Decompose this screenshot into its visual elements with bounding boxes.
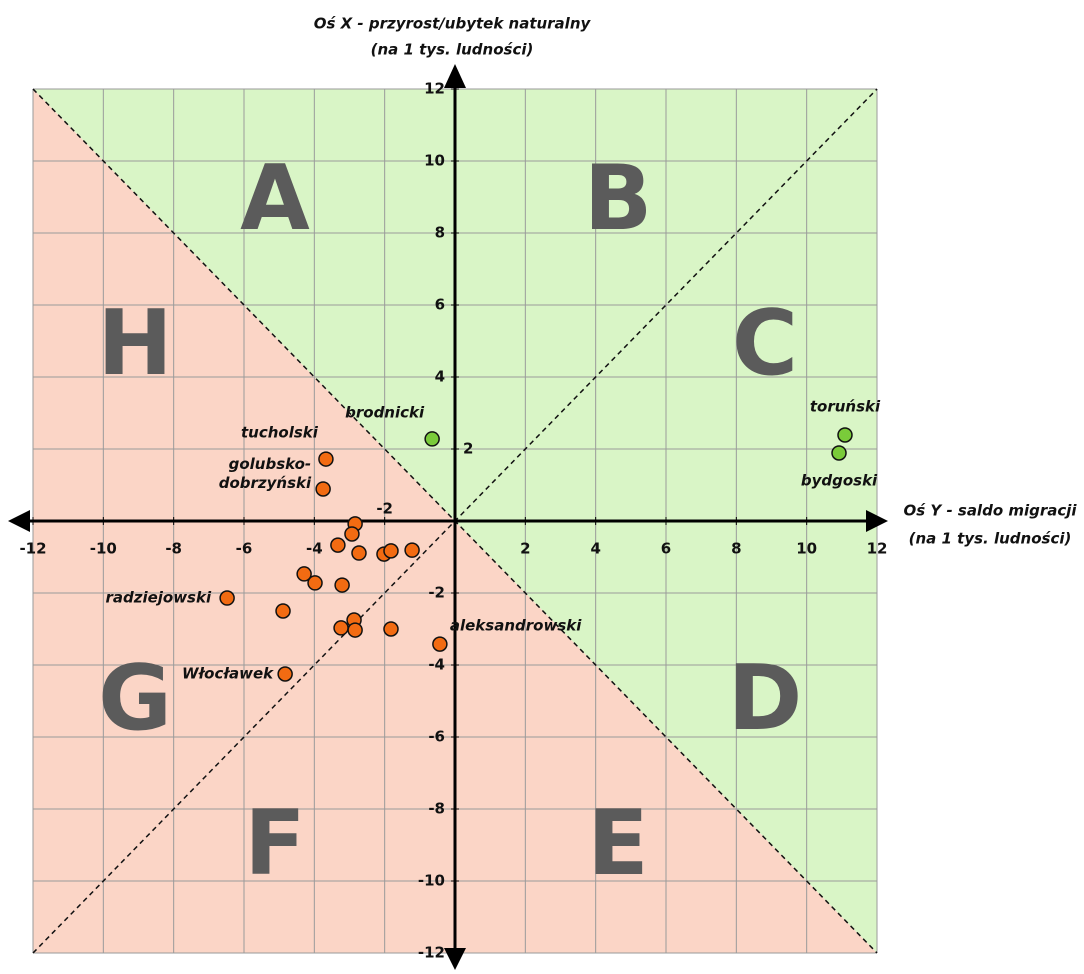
point-label: golubsko-dobrzyński <box>219 454 312 491</box>
x-tick-label: -4 <box>306 540 323 558</box>
y-tick-label: -2 <box>428 584 445 602</box>
y-tick-label: 8 <box>435 224 445 242</box>
y-tick-label: 4 <box>435 368 445 386</box>
x-tick-label: 10 <box>796 540 817 558</box>
x-tick-label: 8 <box>731 540 741 558</box>
point-label: radziejowski <box>105 589 212 607</box>
region-label: C <box>732 291 798 396</box>
point <box>330 537 346 553</box>
point <box>347 622 363 638</box>
x-tick-label: -6 <box>236 540 253 558</box>
x-tick-label: 2 <box>520 540 530 558</box>
point-label: Włocławek <box>182 665 274 683</box>
y-tick-label: 2 <box>463 440 473 458</box>
point <box>424 431 440 447</box>
x-axis-title: Oś Y - saldo migracji <box>903 502 1077 520</box>
point <box>837 427 853 443</box>
region-label: H <box>97 291 172 396</box>
region-label: F <box>244 791 305 896</box>
label-line: dobrzyński <box>219 473 312 491</box>
region-label: A <box>240 146 310 251</box>
point <box>307 575 323 591</box>
point <box>831 445 847 461</box>
y-tick-label: -12 <box>418 944 445 962</box>
point <box>277 666 293 682</box>
point <box>219 590 235 606</box>
point-label: tucholski <box>241 424 319 442</box>
y-tick-label: -10 <box>418 872 445 890</box>
y-axis-title: Oś X - przyrost/ubytek naturalny <box>314 15 592 33</box>
point <box>383 621 399 637</box>
point <box>296 566 312 582</box>
y-axis-arrow <box>444 64 466 88</box>
y-tick-label: -4 <box>428 656 445 674</box>
y-tick-label: 10 <box>424 152 445 170</box>
y-axis-arrow <box>444 948 466 970</box>
label-line: golubsko- <box>229 454 312 472</box>
x-axis-title: (na 1 tys. ludności) <box>909 530 1072 548</box>
y-axis-title: (na 1 tys. ludności) <box>371 41 534 59</box>
x-tick-label: -2 <box>376 500 393 518</box>
y-tick-label: 6 <box>435 296 445 314</box>
x-tick-label: -12 <box>19 540 46 558</box>
region-label: B <box>584 146 653 251</box>
point <box>344 526 360 542</box>
point-label: bydgoski <box>801 471 878 489</box>
x-axis-arrow <box>8 510 30 532</box>
x-tick-label: 4 <box>590 540 600 558</box>
x-tick-label: -8 <box>165 540 182 558</box>
point <box>275 603 291 619</box>
region-label: E <box>587 791 648 896</box>
point-label: aleksandrowski <box>450 617 582 635</box>
point <box>404 542 420 558</box>
y-tick-label: 12 <box>424 80 445 98</box>
point-label: brodnicki <box>345 403 425 421</box>
point-label: toruński <box>810 397 881 415</box>
region-label: G <box>98 646 172 751</box>
point <box>432 636 448 652</box>
x-tick-label: 6 <box>661 540 671 558</box>
x-tick-label: -10 <box>90 540 117 558</box>
point <box>334 577 350 593</box>
point <box>333 620 349 636</box>
region-label: D <box>728 646 803 751</box>
point <box>351 545 367 561</box>
point <box>315 481 331 497</box>
point <box>318 451 334 467</box>
y-tick-label: -6 <box>428 728 445 746</box>
x-tick-label: 12 <box>867 540 888 558</box>
y-tick-label: -8 <box>428 800 445 818</box>
point <box>383 543 399 559</box>
